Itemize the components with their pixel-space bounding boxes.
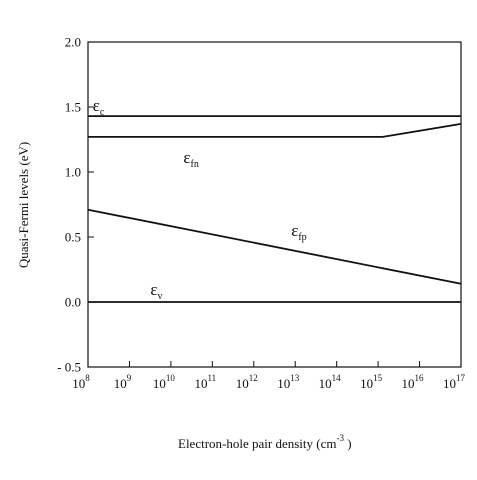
x-axis-title-close: ) [344,436,352,451]
x-axis-ticks: 108 109 1010 1011 1012 1013 1014 1015 1016 1017 [72,361,466,391]
series-lines [87,115,462,303]
series-label-ec: εc [93,96,105,118]
x-tick-base: 10 [402,376,415,391]
y-tick-label: 0.5 [65,230,81,245]
x-tick-exponent: 9 [127,373,132,383]
x-tick-label: 1017 [443,373,466,391]
x-tick-exponent: 12 [249,373,258,383]
x-tick-base: 10 [114,376,127,391]
y-tick-label: 2.0 [65,35,81,50]
series-label-efn: εfn [183,148,198,170]
series-label-efp: εfp [291,221,306,243]
x-tick-label: 109 [114,373,132,391]
x-tick-base: 10 [236,376,249,391]
y-tick-label: 1.0 [65,165,81,180]
x-tick-label: 1016 [402,373,425,391]
series-label-symbol: ε [93,96,100,115]
x-tick-base: 10 [153,376,166,391]
x-axis-title-exponent: -3 [336,433,344,443]
x-tick-base: 10 [194,376,207,391]
series-line-efn [88,123,462,138]
x-tick-exponent: 8 [85,373,90,383]
y-axis-title: Quasi-Fermi levels (eV) [16,142,31,268]
x-tick-label: 108 [72,373,90,391]
x-tick-label: 1013 [277,373,300,391]
series-label-subscript: fp [298,232,306,243]
y-tick-label: - 0.5 [57,360,81,375]
x-tick-base: 10 [277,376,290,391]
series-label-symbol: ε [291,221,298,240]
y-tick-label: 0.0 [65,295,81,310]
series-label-ev: εv [150,280,162,302]
series-label-symbol: ε [183,148,190,167]
x-tick-label: 1012 [236,373,258,391]
series-label-subscript: v [158,291,163,302]
x-tick-exponent: 11 [207,373,216,383]
x-tick-label: 1014 [319,373,342,391]
x-axis-title-main: Electron-hole pair density (cm [178,436,336,451]
x-axis-title: Electron-hole pair density (cm-3 ) [178,433,352,451]
series-label-symbol: ε [150,280,157,299]
x-tick-base: 10 [443,376,456,391]
x-tick-exponent: 15 [373,373,383,383]
x-tick-exponent: 14 [332,373,342,383]
y-axis-ticks: 2.0 1.5 1.0 0.5 0.0 - 0.5 [57,35,94,375]
y-tick-label: 1.5 [65,100,81,115]
x-tick-base: 10 [360,376,373,391]
series-label-subscript: fn [191,159,199,170]
series-line-efp [87,208,462,285]
x-tick-exponent: 13 [290,373,300,383]
series-label-subscript: c [100,107,105,118]
x-tick-label: 1011 [194,373,216,391]
x-tick-label: 1015 [360,373,383,391]
x-tick-exponent: 16 [415,373,425,383]
x-tick-label: 1010 [153,373,176,391]
x-tick-base: 10 [319,376,332,391]
plot-frame [87,41,462,368]
x-tick-exponent: 10 [166,373,176,383]
x-tick-exponent: 17 [456,373,466,383]
x-tick-base: 10 [72,376,85,391]
